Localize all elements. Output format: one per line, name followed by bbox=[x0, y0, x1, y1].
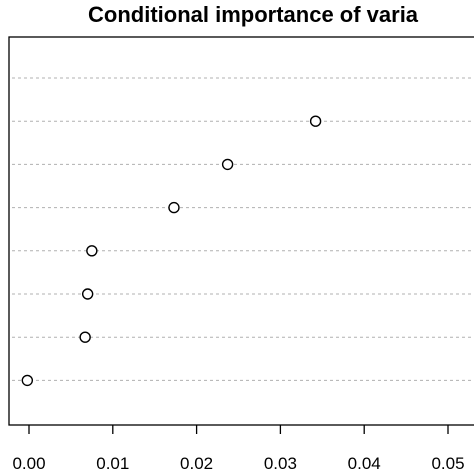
x-tick-label-1: 0.01 bbox=[96, 454, 129, 473]
x-tick-label-2: 0.02 bbox=[180, 454, 213, 473]
data-point-3 bbox=[221, 158, 234, 171]
chart-title: Conditional importance of varia bbox=[88, 2, 419, 27]
data-point-7 bbox=[79, 331, 91, 343]
data-point-8 bbox=[21, 374, 34, 387]
x-tick-label-0: 0.00 bbox=[12, 454, 45, 473]
data-point-5 bbox=[86, 245, 98, 257]
x-tick-label-4: 0.04 bbox=[348, 454, 381, 473]
data-point-6 bbox=[81, 288, 94, 300]
x-axis: 0.00 0.01 0.02 0.03 0.04 0.05 bbox=[12, 425, 465, 473]
data-points bbox=[21, 115, 322, 387]
plot-frame bbox=[8, 36, 474, 426]
data-point-2 bbox=[309, 115, 322, 127]
x-tick-label-3: 0.03 bbox=[264, 454, 297, 473]
grid-lines bbox=[12, 77, 474, 381]
x-tick-label-5: 0.05 bbox=[431, 454, 464, 473]
data-point-4 bbox=[168, 201, 180, 214]
